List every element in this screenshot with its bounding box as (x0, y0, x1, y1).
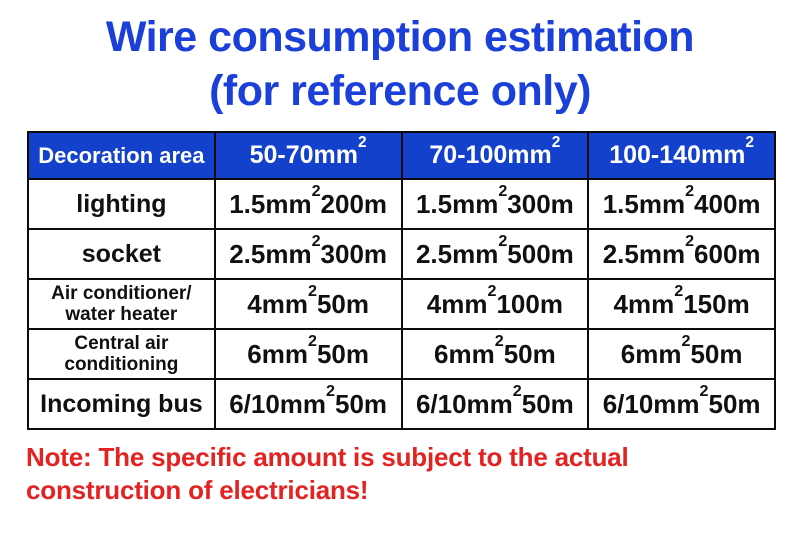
title-line-1: Wire consumption estimation (105, 13, 695, 61)
value-cell: 2.5mm2600m (587, 228, 776, 280)
title-line-2: (for reference only) (209, 67, 591, 115)
value-cell: 4mm250m (213, 278, 403, 330)
value-cell: 4mm2150m (587, 278, 776, 330)
table-row: Air conditioner/ water heater 4mm250m 4mm2… (27, 278, 776, 330)
column-header: 50-70mm2 (213, 131, 403, 180)
table-row: lighting 1.5mm2200m 1.5mm2300m 1.5mm2400m (27, 178, 776, 230)
wire-consumption-table: Decoration area 50-70mm2 70-100mm2 100-140m… (27, 131, 776, 430)
value-cell: 4mm2100m (400, 278, 590, 330)
column-header: 70-100mm2 (400, 131, 590, 180)
page-title: Wire consumption estimation (for referen… (0, 0, 800, 118)
value-cell: 6mm250m (400, 328, 590, 380)
column-header: 100-140mm2 (587, 131, 776, 180)
value-cell: 6mm250m (213, 328, 403, 380)
value-cell: 6/10mm250m (587, 378, 776, 430)
value-cell: 2.5mm2500m (400, 228, 590, 280)
value-cell: 1.5mm2400m (587, 178, 776, 230)
value-cell: 6/10mm250m (213, 378, 403, 430)
table-body: lighting 1.5mm2200m 1.5mm2300m 1.5mm2400m so… (27, 178, 776, 430)
table-head: Decoration area 50-70mm2 70-100mm2 100-140m… (27, 131, 776, 180)
value-cell: 6/10mm250m (400, 378, 590, 430)
row-label: socket (27, 228, 216, 280)
row-label: lighting (27, 178, 216, 230)
value-cell: 2.5mm2300m (213, 228, 403, 280)
table-head-row: Decoration area 50-70mm2 70-100mm2 100-140m… (27, 131, 776, 180)
table-row: Incoming bus 6/10mm250m 6/10mm250m 6/10mm25… (27, 378, 776, 430)
note-text: Note: The specific amount is subject to … (26, 442, 629, 505)
value-cell: 1.5mm2300m (400, 178, 590, 230)
value-cell: 1.5mm2200m (213, 178, 403, 230)
row-label: Air conditioner/ water heater (27, 278, 216, 330)
column-header: Decoration area (27, 131, 216, 180)
value-cell: 6mm250m (587, 328, 776, 380)
row-label: Central air conditioning (27, 328, 216, 380)
row-label: Incoming bus (27, 378, 216, 430)
table-row: Central air conditioning 6mm250m 6mm250m 6m… (27, 328, 776, 380)
table-row: socket 2.5mm2300m 2.5mm2500m 2.5mm2600m (27, 228, 776, 280)
